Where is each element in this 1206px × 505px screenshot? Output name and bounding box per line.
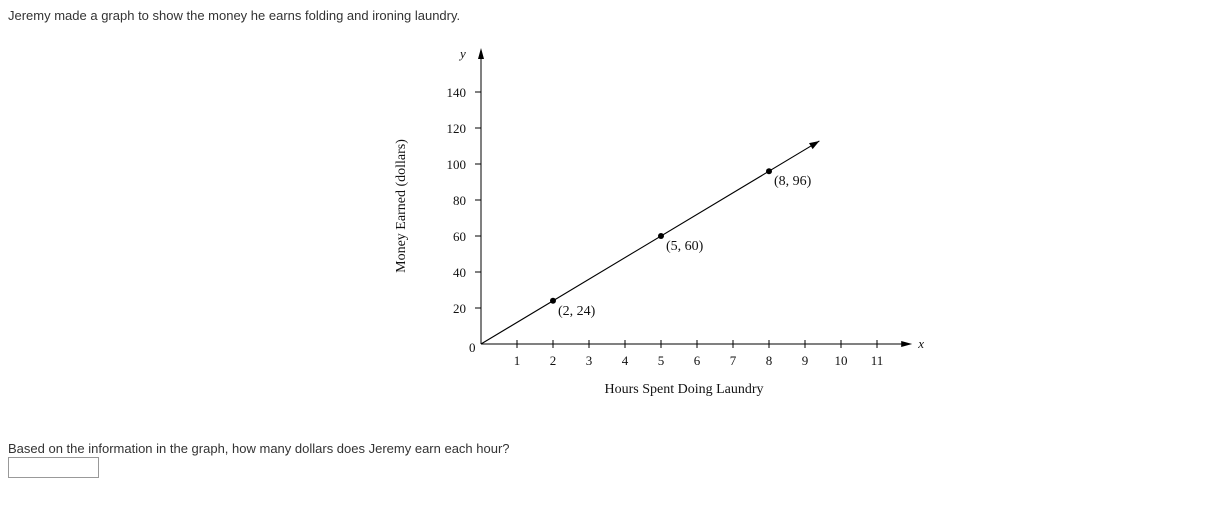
chart-ticks (475, 91, 878, 348)
x-tick-label: 2 (550, 353, 557, 368)
x-tick-label: 9 (802, 353, 809, 368)
x-tick-label: 4 (622, 353, 629, 368)
series-arrow-icon (809, 140, 820, 150)
y-tick-label: 20 (453, 301, 466, 316)
y-axis-title: Money Earned (dollars) (394, 139, 409, 273)
chart-axes (478, 48, 913, 347)
x-axis-arrow-icon (901, 341, 913, 347)
chart-labels: x y 0 1 2 3 4 5 6 7 8 9 10 11 20 40 60 80 100 120 140 Hours S… (394, 46, 924, 397)
x-tick-label: 8 (766, 353, 773, 368)
data-point (658, 233, 664, 239)
x-axis-letter: x (917, 336, 924, 351)
y-tick-label: 40 (453, 265, 466, 280)
y-tick-label: 80 (453, 193, 466, 208)
origin-label: 0 (469, 340, 476, 355)
x-tick-label: 6 (694, 353, 701, 368)
x-tick-label: 11 (871, 353, 884, 368)
y-axis-letter: y (458, 46, 466, 61)
answer-input[interactable] (8, 457, 99, 478)
x-axis-title: Hours Spent Doing Laundry (604, 382, 763, 397)
data-point (766, 168, 772, 175)
data-point-label: (5, 60) (666, 239, 704, 254)
y-tick-label: 60 (453, 229, 466, 244)
y-tick-label: 120 (447, 121, 467, 136)
data-point (550, 297, 556, 304)
x-tick-label: 7 (730, 353, 737, 368)
y-tick-label: 140 (447, 85, 467, 100)
x-tick-label: 5 (658, 353, 665, 368)
chart-series (480, 140, 820, 345)
prompt-text: Jeremy made a graph to show the money he… (8, 8, 461, 23)
y-tick-label: 100 (447, 157, 467, 172)
data-point-label: (2, 24) (558, 304, 596, 319)
x-tick-label: 3 (586, 353, 593, 368)
series-line (480, 140, 820, 345)
y-axis-arrow-icon (478, 48, 484, 59)
question-text: Based on the information in the graph, h… (8, 441, 510, 456)
data-point-label: (8, 96) (774, 174, 812, 189)
x-tick-label: 10 (835, 353, 848, 368)
x-tick-label: 1 (514, 353, 521, 368)
